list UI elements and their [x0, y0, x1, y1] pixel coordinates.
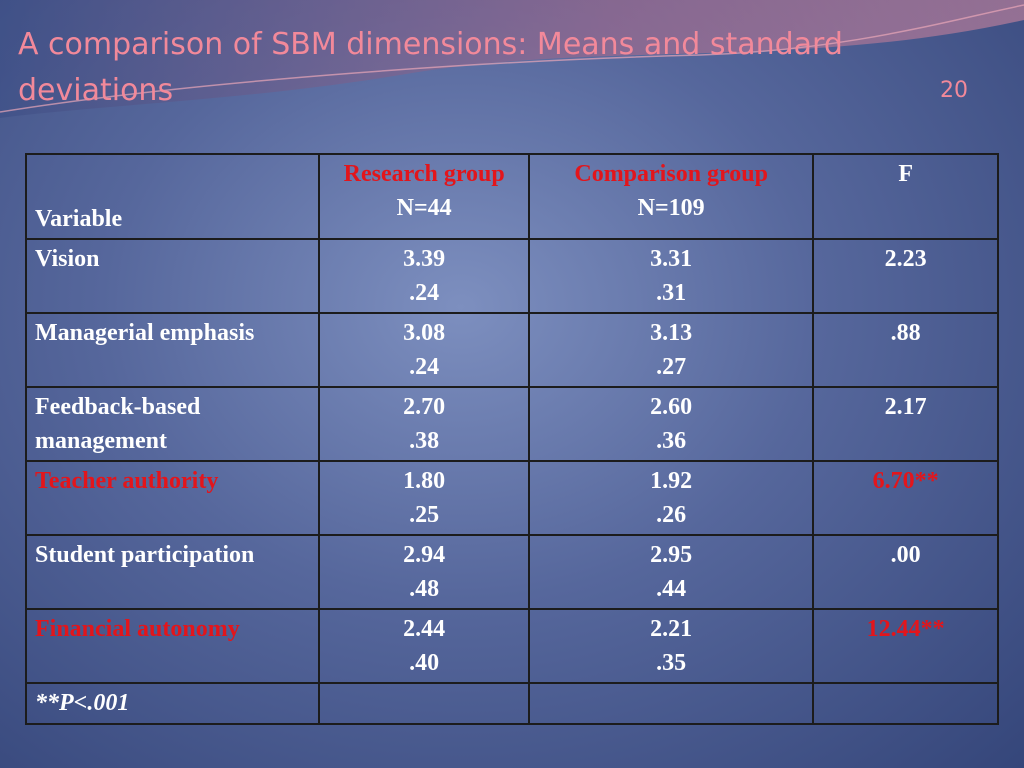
mean-value: 2.95 [650, 542, 693, 568]
variable-cell: Student participation [24, 534, 321, 610]
sd-value: .27 [656, 354, 687, 380]
sd-value: .40 [409, 650, 440, 676]
data-table: Variable Research group N=44 Comparison gro… [24, 153, 999, 725]
comparison-cell: 2.60 .36 [527, 386, 815, 462]
f-cell: .88 [812, 312, 999, 388]
sd-value: .31 [656, 280, 687, 306]
empty-cell [812, 682, 999, 725]
column-label: Variable [35, 206, 123, 232]
data-row: Teacher authority 1.80 .25 1.92 .26 6.70** [24, 460, 999, 536]
sd-value: .24 [409, 280, 440, 306]
mean-value: 2.21 [650, 616, 693, 642]
research-cell: 2.70 .38 [318, 386, 530, 462]
comparison-cell: 3.13 .27 [527, 312, 815, 388]
empty-cell [527, 682, 815, 725]
comparison-cell: 3.31 .31 [527, 238, 815, 314]
variable-cell: Managerial emphasis [24, 312, 321, 388]
comparison-cell: 2.21 .35 [527, 608, 815, 684]
mean-value: 2.60 [650, 394, 693, 420]
comparison-cell: 1.92 .26 [527, 460, 815, 536]
sd-value: .26 [656, 502, 687, 528]
mean-value: 1.92 [650, 468, 693, 494]
sd-value: .35 [656, 650, 687, 676]
f-cell: 2.23 [812, 238, 999, 314]
variable-cell: Vision [24, 238, 321, 314]
f-cell: .00 [812, 534, 999, 610]
research-cell: 2.94 .48 [318, 534, 530, 610]
research-cell: 1.80 .25 [318, 460, 530, 536]
mean-value: 2.44 [403, 616, 446, 642]
f-cell: 2.17 [812, 386, 999, 462]
mean-value: 1.80 [403, 468, 446, 494]
sd-value: .38 [409, 428, 440, 454]
mean-value: 2.94 [403, 542, 446, 568]
footnote-row: **P<.001 [24, 682, 999, 725]
header-wave [0, 0, 1024, 118]
data-row: Student participation 2.94 .48 2.95 .44 .00 [24, 534, 999, 610]
sd-value: .36 [656, 428, 687, 454]
research-cell: 3.39 .24 [318, 238, 530, 314]
sd-value: .25 [409, 502, 440, 528]
column-sub: N=44 [396, 195, 452, 221]
research-cell: 2.44 .40 [318, 608, 530, 684]
data-row: Managerial emphasis 3.08 .24 3.13 .27 .88 [24, 312, 999, 388]
research-cell: 3.08 .24 [318, 312, 530, 388]
mean-value: 3.31 [650, 246, 693, 272]
sd-value: .44 [656, 576, 687, 602]
comparison-cell: 2.95 .44 [527, 534, 815, 610]
footnote: **P<.001 [24, 682, 321, 725]
column-header: Variable [24, 153, 321, 240]
sd-value: .24 [409, 354, 440, 380]
variable-cell: Teacher authority [24, 460, 321, 536]
page-number: 20 [940, 78, 968, 103]
empty-cell [318, 682, 530, 725]
column-header: F [812, 153, 999, 240]
mean-value: 2.70 [403, 394, 446, 420]
f-cell: 6.70** [812, 460, 999, 536]
column-label: Research group [343, 161, 505, 187]
column-header: Comparison group N=109 [527, 153, 815, 240]
variable-cell: Feedback-based management [24, 386, 321, 462]
column-sub: N=109 [637, 195, 705, 221]
variable-cell: Financial autonomy [24, 608, 321, 684]
data-row: Vision 3.39 .24 3.31 .31 2.23 [24, 238, 999, 314]
mean-value: 3.39 [403, 246, 446, 272]
title: A comparison of SBM dimensions: Means an… [18, 27, 843, 108]
f-cell: 12.44** [812, 608, 999, 684]
data-row: Feedback-based management 2.70.38 2.60.36 2… [24, 386, 999, 462]
data-row: Financial autonomy 2.44 .40 2.21 .35 12.44** [24, 608, 999, 684]
column-label: Comparison group [574, 161, 768, 187]
mean-value: 3.08 [403, 320, 446, 346]
header-row: Variable Research group N=44 Comparison gro… [24, 153, 999, 240]
sd-value: .48 [409, 576, 440, 602]
mean-value: 3.13 [650, 320, 693, 346]
column-label: F [898, 161, 914, 187]
column-header: Research group N=44 [318, 153, 530, 240]
